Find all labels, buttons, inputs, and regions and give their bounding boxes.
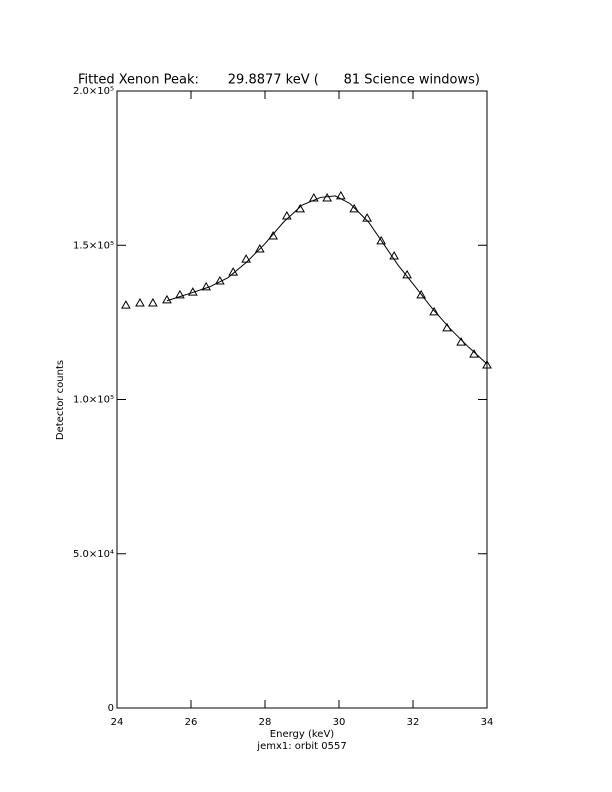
x-tick-label: 34 xyxy=(481,717,494,728)
y-tick-label: 0 xyxy=(108,703,114,714)
x-tick-label: 24 xyxy=(111,717,124,728)
data-point xyxy=(322,193,333,202)
data-point xyxy=(268,230,279,240)
chart-title: Fitted Xenon Peak: 29.8877 keV ( 81 Scie… xyxy=(78,73,480,88)
y-tick-label: 1.0×10⁵ xyxy=(73,395,114,406)
data-point xyxy=(349,203,360,213)
data-point xyxy=(254,243,265,253)
data-point xyxy=(482,359,492,369)
data-point xyxy=(308,193,319,202)
data-point xyxy=(121,300,131,309)
x-tick-label: 26 xyxy=(185,717,198,728)
data-point xyxy=(175,289,185,299)
y-tick-label: 5.0×10⁴ xyxy=(73,549,114,560)
y-tick-label: 2.0×10⁵ xyxy=(73,86,114,97)
data-point xyxy=(429,306,439,316)
x-tick-label: 30 xyxy=(333,717,346,728)
subtitle: jemx1: orbit 0557 xyxy=(256,741,346,752)
fit-line xyxy=(166,195,488,365)
data-point xyxy=(162,294,172,304)
x-tick-label: 28 xyxy=(259,717,272,728)
data-point xyxy=(135,297,145,307)
x-axis-label: Energy (keV) xyxy=(270,729,335,740)
y-tick-label: 1.5×10⁵ xyxy=(73,240,114,251)
data-point xyxy=(376,235,387,245)
y-axis-label: Detector counts xyxy=(55,360,66,440)
data-point xyxy=(416,289,427,299)
x-tick-label: 32 xyxy=(407,717,420,728)
data-point xyxy=(148,297,158,307)
data-point xyxy=(201,281,212,291)
